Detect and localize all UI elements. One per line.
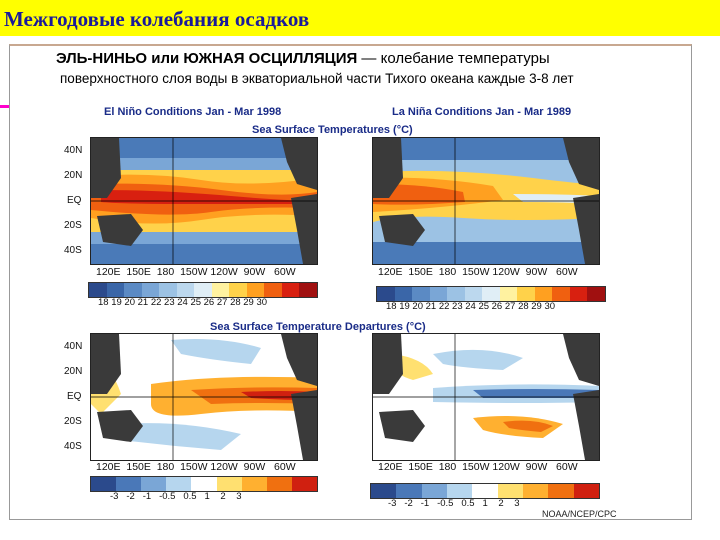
lat-label: 40N bbox=[64, 145, 83, 156]
lon-labels-top-left: 120E 150E 180 150W 120W 90W 60W bbox=[96, 266, 296, 278]
sst-colorbar-right bbox=[376, 286, 606, 302]
lon-labels-bottom-right: 120E 150E 180 150W 120W 90W 60W bbox=[378, 461, 578, 473]
heading-bold: ЭЛЬ-НИНЬО или ЮЖНАЯ ОСЦИЛЛЯЦИЯ bbox=[56, 50, 358, 67]
map-el-nino-departures bbox=[90, 333, 318, 461]
heading-rest: — колебание температуры bbox=[357, 50, 550, 67]
lat-label: 20S bbox=[64, 416, 82, 427]
lat-label: EQ bbox=[67, 195, 82, 206]
map-la-nina-departures bbox=[372, 333, 600, 461]
lat-label: EQ bbox=[67, 391, 82, 402]
departure-colorbar-right bbox=[370, 483, 600, 499]
title-bar: Межгодовые колебания осадков bbox=[0, 0, 720, 36]
lat-label: 20S bbox=[64, 220, 82, 231]
heading-line-2: поверхностного слоя воды в экваториально… bbox=[60, 71, 574, 86]
sst-scale-right: 18 19 20 21 22 23 24 25 26 27 28 29 30 bbox=[386, 301, 556, 312]
lat-label: 20N bbox=[64, 366, 83, 377]
lat-label: 40N bbox=[64, 341, 83, 352]
map-el-nino-sst bbox=[90, 137, 318, 265]
departure-colorbar-left bbox=[90, 476, 318, 492]
departure-scale-right: -3 -2 -1 -0.5 0.5 1 2 3 bbox=[388, 498, 520, 509]
departure-scale-left: -3 -2 -1 -0.5 0.5 1 2 3 bbox=[110, 491, 242, 502]
lat-label: 40S bbox=[64, 245, 82, 256]
sst-colorbar-left bbox=[88, 282, 318, 298]
el-nino-title: El Niño Conditions Jan - Mar 1998 bbox=[104, 106, 282, 118]
lat-label: 20N bbox=[64, 170, 83, 181]
la-nina-title: La Niña Conditions Jan - Mar 1989 bbox=[392, 106, 572, 118]
heading-line-1: ЭЛЬ-НИНЬО или ЮЖНАЯ ОСЦИЛЛЯЦИЯ — колебан… bbox=[56, 50, 550, 67]
lon-labels-bottom-left: 120E 150E 180 150W 120W 90W 60W bbox=[96, 461, 296, 473]
departures-title: Sea Surface Temperature Departures (°C) bbox=[210, 321, 426, 333]
slide-title: Межгодовые колебания осадков bbox=[4, 7, 310, 31]
sst-title: Sea Surface Temperatures (°C) bbox=[252, 124, 413, 136]
sst-scale-left: 18 19 20 21 22 23 24 25 26 27 28 29 30 bbox=[98, 297, 268, 308]
credit-label: NOAA/NCEP/CPC bbox=[542, 509, 617, 519]
lat-label: 40S bbox=[64, 441, 82, 452]
pink-bullet-mark bbox=[0, 105, 12, 108]
lon-labels-top-right: 120E 150E 180 150W 120W 90W 60W bbox=[378, 266, 578, 278]
map-la-nina-sst bbox=[372, 137, 600, 265]
